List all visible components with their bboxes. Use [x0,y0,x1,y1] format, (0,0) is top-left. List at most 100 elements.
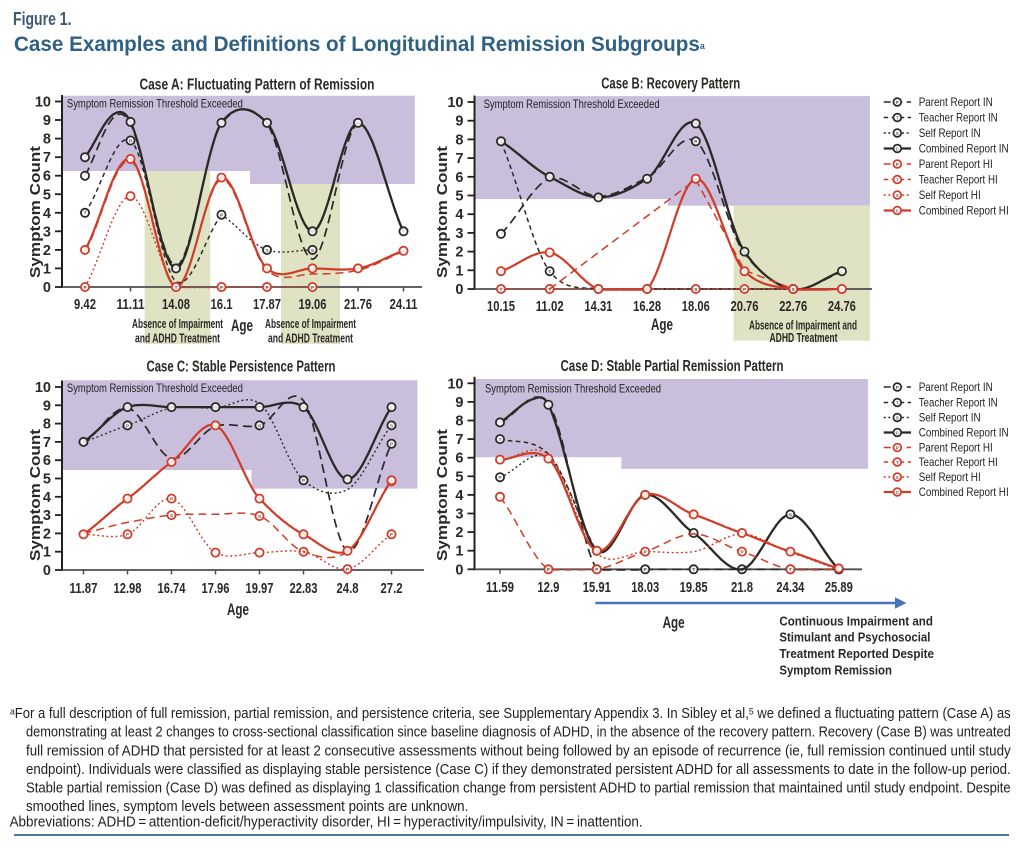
svg-text:P: P [896,100,899,105]
svg-text:15.91: 15.91 [583,580,611,596]
svg-text:9: 9 [455,114,463,130]
svg-text:T: T [84,211,87,216]
svg-text:12.9: 12.9 [537,580,559,596]
svg-text:T: T [896,460,899,465]
svg-text:S: S [896,193,899,198]
svg-text:P: P [265,285,268,290]
svg-text:demonstrating at least 2 chang: demonstrating at least 2 changes to cros… [26,725,1011,741]
svg-text:T: T [896,115,899,120]
svg-text:Stable partial remission (Case: Stable partial remission (Case D) was de… [26,781,1011,797]
svg-text:Teacher Report IN: Teacher Report IN [919,396,998,410]
svg-text:18.06: 18.06 [682,299,710,315]
svg-text:P: P [547,567,550,572]
svg-text:Continuous Impairment and: Continuous Impairment and [779,614,933,628]
svg-text:19.97: 19.97 [246,581,274,597]
svg-text:P: P [220,213,223,218]
svg-text:6: 6 [43,453,51,469]
svg-text:11.11: 11.11 [117,297,145,313]
svg-text:14.08: 14.08 [162,297,190,313]
svg-text:T: T [548,269,551,274]
svg-text:Symptom Remission Threshold Ex: Symptom Remission Threshold Exceeded [67,97,243,111]
svg-text:P: P [896,385,899,390]
svg-text:11.02: 11.02 [536,299,564,315]
svg-text:5: 5 [43,472,51,488]
svg-text:24.34: 24.34 [776,580,804,596]
svg-text:and ADHD Treatment: and ADHD Treatment [268,332,354,346]
svg-text:3: 3 [455,507,463,523]
svg-text:25.89: 25.89 [825,580,853,596]
svg-text:Parent Report HI: Parent Report HI [919,441,993,455]
svg-text:S: S [258,423,261,428]
svg-text:12.98: 12.98 [114,581,142,597]
svg-text:3: 3 [43,224,51,240]
svg-text:P: P [220,285,223,290]
svg-text:22.83: 22.83 [290,581,318,597]
svg-text:Age: Age [663,613,685,632]
svg-text:19.06: 19.06 [299,297,327,313]
svg-text:4: 4 [43,206,51,222]
svg-text:Symptom Count: Symptom Count [434,429,451,561]
svg-text:1: 1 [43,261,51,277]
svg-text:endpoint). Individuals were cl: endpoint). Individuals were classified a… [26,762,1011,778]
svg-text:Age: Age [231,316,253,335]
svg-text:24.11: 24.11 [390,297,418,313]
svg-text:Age: Age [651,315,673,334]
svg-text:5: 5 [455,469,463,485]
svg-text:4: 4 [455,207,463,223]
svg-text:T: T [500,287,503,292]
svg-text:0: 0 [43,563,51,579]
svg-text:2: 2 [455,525,463,541]
svg-text:P: P [498,475,501,480]
svg-text:Age: Age [227,600,249,619]
svg-text:Teacher Report IN: Teacher Report IN [919,111,998,125]
svg-text:Case D: Stable Partial Remissi: Case D: Stable Partial Remission Pattern [561,358,784,375]
svg-text:2: 2 [43,243,51,259]
svg-text:Parent Report HI: Parent Report HI [919,157,993,171]
svg-text:5: 5 [43,187,51,203]
svg-text:S: S [792,287,795,292]
svg-text:10: 10 [447,95,463,111]
svg-text:P: P [740,550,743,555]
svg-text:Absence of Impairment: Absence of Impairment [132,317,224,331]
svg-text:10: 10 [35,95,51,111]
svg-text:17.96: 17.96 [202,581,230,597]
svg-text:22.76: 22.76 [779,299,807,315]
svg-text:Symptom Remission Threshold Ex: Symptom Remission Threshold Exceeded [67,381,243,395]
svg-text:1: 1 [43,545,51,561]
svg-text:C: C [896,208,900,213]
svg-text:C: C [896,430,900,435]
svg-text:P: P [346,567,349,572]
svg-text:16.74: 16.74 [158,581,186,597]
svg-text:P: P [694,139,697,144]
svg-text:Case B: Recovery Pattern: Case B: Recovery Pattern [601,76,740,93]
svg-text:Treatment Reported Despite: Treatment Reported Despite [779,647,934,661]
svg-text:19.85: 19.85 [680,580,708,596]
svg-text:9.42: 9.42 [74,297,96,313]
svg-text:16.28: 16.28 [633,299,661,315]
svg-text:0: 0 [455,282,463,298]
svg-text:16.1: 16.1 [211,297,233,313]
svg-text:S: S [390,423,393,428]
svg-text:10: 10 [35,380,51,396]
svg-text:Symptom Remission Threshold Ex: Symptom Remission Threshold Exceeded [485,382,661,396]
svg-text:21.76: 21.76 [344,297,372,313]
svg-text:S: S [258,514,261,519]
svg-text:8: 8 [43,132,51,148]
svg-text:P: P [896,445,899,450]
svg-text:9: 9 [43,113,51,129]
svg-text:1: 1 [455,263,463,279]
svg-text:Combined Report HI: Combined Report HI [919,485,1009,499]
svg-text:T: T [789,567,792,572]
svg-text:11.87: 11.87 [70,581,98,597]
svg-text:6: 6 [43,169,51,185]
svg-text:S: S [789,512,792,517]
svg-text:Absence of Impairment: Absence of Impairment [265,317,357,331]
svg-text:smoothed lines, symptom levels: smoothed lines, symptom levels between a… [26,799,468,815]
svg-text:24.8: 24.8 [337,581,359,597]
svg-text:0: 0 [43,280,51,296]
svg-text:5: 5 [455,189,463,205]
svg-text:6: 6 [455,451,463,467]
svg-text:Teacher Report HI: Teacher Report HI [919,173,998,187]
svg-text:Self Report IN: Self Report IN [919,126,981,140]
svg-text:S: S [896,415,899,420]
